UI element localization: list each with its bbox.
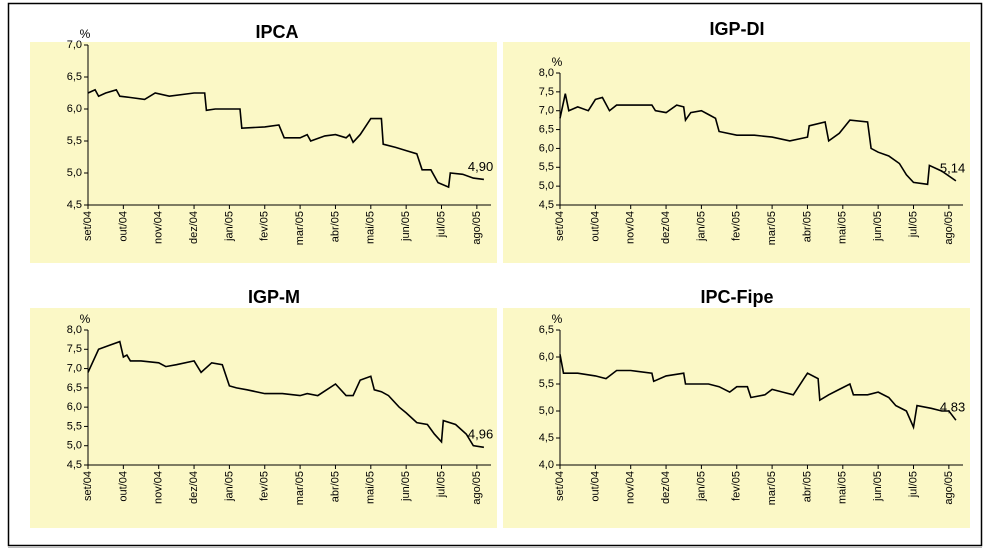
x-tick-label: mar/05 [294, 211, 306, 245]
chart-title: IGP-DI [709, 19, 764, 39]
x-tick-label: abr/05 [801, 211, 813, 242]
y-tick-label: 4,5 [67, 199, 82, 211]
x-tick-label: jun/05 [400, 471, 412, 502]
x-tick-label: set/04 [554, 211, 566, 241]
x-tick-label: dez/04 [188, 471, 200, 504]
x-tick-label: jul/05 [435, 211, 447, 238]
x-tick-label: jan/05 [223, 471, 235, 502]
x-tick-label: set/04 [554, 471, 566, 501]
x-tick-label: ago/05 [943, 211, 955, 245]
y-axis-label: % [80, 27, 91, 41]
x-tick-label: jan/05 [223, 211, 235, 242]
y-tick-label: 5,0 [539, 405, 554, 417]
y-tick-label: 6,5 [67, 382, 82, 394]
x-tick-label: nov/04 [625, 471, 637, 504]
y-tick-label: 6,0 [67, 401, 82, 413]
chart-title: IPCA [255, 22, 298, 42]
data-label: 4,96 [468, 427, 493, 442]
x-tick-label: abr/05 [329, 211, 341, 242]
x-tick-label: mar/05 [294, 471, 306, 505]
data-label: 5,14 [940, 160, 965, 175]
y-tick-label: 7,0 [67, 39, 82, 51]
y-tick-label: 7,5 [539, 86, 554, 98]
data-line [87, 340, 485, 449]
x-tick-label: jan/05 [695, 211, 707, 242]
x-tick-label: ago/05 [471, 471, 483, 505]
y-tick-label: 4,0 [539, 459, 554, 471]
x-tick-label: dez/04 [188, 211, 200, 244]
x-tick-label: fev/05 [731, 211, 743, 241]
x-tick-label: jul/05 [907, 471, 919, 498]
y-tick-label: 6,5 [539, 123, 554, 135]
data-line [559, 93, 957, 186]
plot-panel [503, 42, 970, 263]
y-tick-label: 6,0 [539, 351, 554, 363]
y-tick-label: 4,5 [539, 199, 554, 211]
y-tick-label: 5,5 [539, 161, 554, 173]
y-tick-label: 7,5 [67, 343, 82, 355]
x-tick-label: mai/05 [365, 211, 377, 244]
y-tick-label: 6,0 [67, 103, 82, 115]
x-tick-label: dez/04 [660, 211, 672, 244]
data-line [87, 88, 484, 189]
x-tick-label: fev/05 [731, 471, 743, 501]
x-tick-label: nov/04 [153, 211, 165, 244]
x-tick-label: abr/05 [329, 471, 341, 502]
y-tick-label: 7,0 [67, 362, 82, 374]
x-tick-label: abr/05 [801, 471, 813, 502]
x-tick-label: out/04 [117, 211, 129, 242]
y-tick-label: 5,5 [67, 420, 82, 432]
data-label: 4,83 [940, 400, 965, 415]
x-tick-label: mai/05 [837, 471, 849, 504]
y-axis-label: % [552, 312, 563, 326]
data-label: 4,90 [468, 159, 493, 174]
y-tick-label: 6,0 [539, 142, 554, 154]
x-tick-label: out/04 [589, 211, 601, 242]
x-tick-label: fev/05 [259, 471, 271, 501]
x-tick-label: mai/05 [837, 211, 849, 244]
x-tick-label: mar/05 [766, 211, 778, 245]
x-tick-label: ago/05 [471, 211, 483, 245]
chart-title: IGP-M [248, 287, 300, 307]
x-tick-label: jun/05 [872, 211, 884, 242]
y-tick-label: 6,5 [67, 71, 82, 83]
x-tick-label: jan/05 [695, 471, 707, 502]
x-tick-label: mar/05 [766, 471, 778, 505]
plot-panel [30, 308, 497, 528]
plot-panel [503, 308, 970, 528]
x-tick-label: mai/05 [365, 471, 377, 504]
chart-title: IPC-Fipe [700, 287, 773, 307]
x-tick-label: dez/04 [660, 471, 672, 504]
y-tick-label: 5,0 [67, 167, 82, 179]
x-tick-label: jun/05 [872, 471, 884, 502]
plot-panel [30, 42, 497, 263]
x-tick-label: set/04 [82, 211, 94, 241]
x-tick-label: jul/05 [435, 471, 447, 498]
x-tick-label: jun/05 [400, 211, 412, 242]
x-tick-label: set/04 [82, 471, 94, 501]
y-tick-label: 4,5 [67, 459, 82, 471]
data-line [559, 354, 957, 431]
y-tick-label: 5,5 [539, 378, 554, 390]
y-axis-label: % [552, 55, 563, 69]
y-tick-label: 7,0 [539, 105, 554, 117]
y-tick-label: 8,0 [539, 67, 554, 79]
x-tick-label: jul/05 [907, 211, 919, 238]
y-tick-label: 8,0 [67, 324, 82, 336]
x-tick-label: ago/05 [943, 471, 955, 505]
y-tick-label: 5,5 [67, 135, 82, 147]
x-tick-label: nov/04 [625, 211, 637, 244]
x-tick-label: fev/05 [259, 211, 271, 241]
y-tick-label: 5,0 [539, 180, 554, 192]
x-tick-label: out/04 [589, 471, 601, 502]
x-tick-label: out/04 [117, 471, 129, 502]
y-tick-label: 6,5 [539, 324, 554, 336]
x-tick-label: nov/04 [153, 471, 165, 504]
y-tick-label: 4,5 [539, 432, 554, 444]
y-axis-label: % [80, 312, 91, 326]
y-tick-label: 5,0 [67, 440, 82, 452]
